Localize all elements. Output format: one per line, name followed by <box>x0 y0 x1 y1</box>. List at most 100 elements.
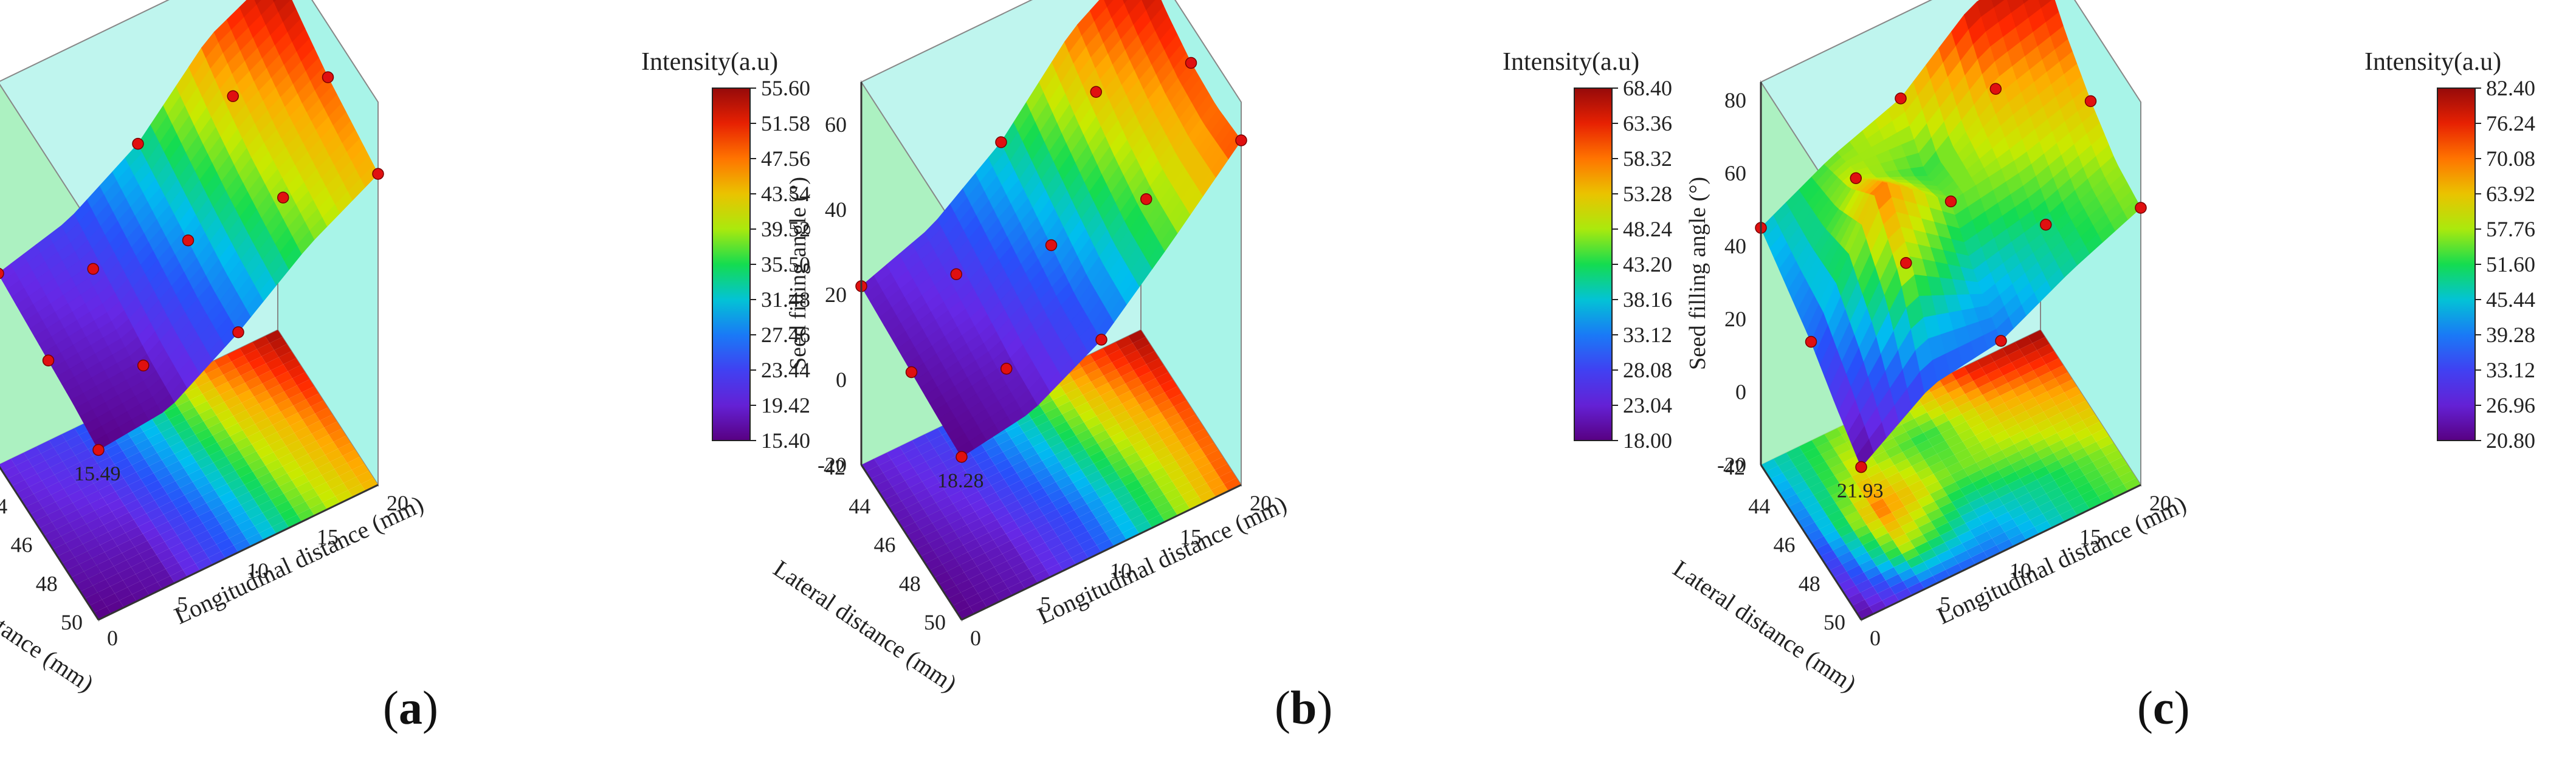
floor-cell <box>89 599 107 613</box>
floor-cell <box>239 471 258 485</box>
floor-cell <box>2110 456 2127 470</box>
floor-cell <box>1041 557 1059 570</box>
floor-cell <box>1084 443 1103 457</box>
floor-cell <box>2042 378 2060 392</box>
floor-cell <box>1080 538 1097 552</box>
floor-cell <box>1858 532 1876 545</box>
floor-cell <box>875 479 892 493</box>
floor-cell <box>125 526 143 540</box>
floor-cell <box>1915 569 1933 582</box>
floor-cell <box>65 537 83 551</box>
floor-cell <box>1016 569 1033 582</box>
floor-cell <box>921 448 939 462</box>
floor-cell <box>1003 445 1021 459</box>
floor-cell <box>1090 348 1107 362</box>
floor-cell <box>112 505 129 519</box>
y-tick-label: 42 <box>824 455 845 479</box>
floor-cell <box>1945 563 1963 577</box>
floor-cell <box>1158 454 1176 467</box>
floor-cell <box>1117 520 1135 534</box>
floor-cell <box>1889 554 1907 568</box>
floor-cell <box>2020 472 2037 486</box>
floor-cell <box>35 515 52 529</box>
floor-cell <box>195 530 212 544</box>
panel-letter-a: a <box>398 681 422 734</box>
floor-cell <box>134 540 152 554</box>
colorbar-tick-label: 35.50 <box>761 252 810 276</box>
floor-cell <box>2011 458 2028 472</box>
floor-cell <box>1193 456 1211 469</box>
floor-cell <box>2015 336 2033 349</box>
floor-cell <box>2048 413 2065 426</box>
floor-cell <box>1137 473 1155 487</box>
floor-cell <box>1130 384 1148 398</box>
floor-cell <box>1903 445 1920 459</box>
floor-cell <box>1111 458 1129 472</box>
floor-cell <box>208 449 227 463</box>
floor-cell <box>297 508 315 522</box>
floor-cell <box>942 558 960 572</box>
panel-label-a: (a) <box>383 681 438 734</box>
floor-cell <box>2123 478 2141 492</box>
y-tick-label: 46 <box>874 533 896 557</box>
floor-cell <box>2044 433 2062 447</box>
floor-cell <box>883 467 901 480</box>
floor-cell <box>1050 441 1068 455</box>
floor-cell <box>976 532 994 546</box>
floor-cell <box>2048 439 2067 453</box>
floor-cell <box>1176 455 1193 468</box>
floor-cell <box>153 569 170 582</box>
floor-cell <box>312 455 330 468</box>
floor-cell <box>115 485 133 499</box>
floor-cell <box>1946 461 1964 475</box>
floor-cell <box>1176 482 1194 496</box>
floor-cell <box>260 425 277 438</box>
x-tick-label: 15 <box>317 525 339 549</box>
floor-cell <box>145 582 162 595</box>
floor-cell <box>1943 482 1960 495</box>
floor-cell <box>1890 581 1908 595</box>
floor-cell <box>1115 336 1133 349</box>
floor-cell <box>1022 501 1040 515</box>
floor-cell <box>291 474 309 488</box>
floor-cell <box>103 518 122 532</box>
data-points <box>1755 83 2147 473</box>
floor-cell <box>66 564 84 578</box>
floor-cell <box>1971 449 1989 463</box>
floor-cell <box>238 417 255 430</box>
floor-cell <box>1813 489 1831 502</box>
floor-cell <box>2056 399 2074 413</box>
floor-cell <box>158 474 176 487</box>
floor-cell <box>186 543 204 557</box>
floor-cell <box>1128 330 1146 343</box>
floor-cell <box>2098 490 2116 504</box>
floor-cell <box>80 456 97 470</box>
floor-cell <box>1014 412 1032 426</box>
floor-cell <box>1835 496 1853 510</box>
floor-cell <box>1108 506 1126 520</box>
data-point <box>0 267 4 280</box>
floor-cell <box>1886 472 1904 486</box>
floor-cell <box>216 409 234 422</box>
floor-cell <box>1168 495 1186 509</box>
floor-cell <box>1927 535 1945 549</box>
floor-cell <box>1121 499 1139 513</box>
floor-cell <box>1180 462 1198 475</box>
floor-cell <box>1893 431 1911 445</box>
floor-cell <box>343 476 361 490</box>
floor-cell <box>188 468 205 482</box>
floor-cell <box>1011 561 1029 575</box>
floor-cell <box>2101 442 2118 456</box>
floor-cell <box>185 516 203 530</box>
data-point <box>995 136 1007 148</box>
floor-cell <box>1902 547 1920 561</box>
floor-cell <box>110 580 128 594</box>
colorbar-tick-label: 45.44 <box>2486 287 2535 312</box>
floor-cell <box>221 443 239 457</box>
floor-cell <box>131 431 148 445</box>
floor-cell <box>95 532 113 545</box>
colorbar-tick-label: 28.08 <box>1623 358 1672 382</box>
floor-cell <box>1856 477 1874 491</box>
floor-cell <box>2003 498 2021 512</box>
floor-cell <box>1114 411 1131 424</box>
